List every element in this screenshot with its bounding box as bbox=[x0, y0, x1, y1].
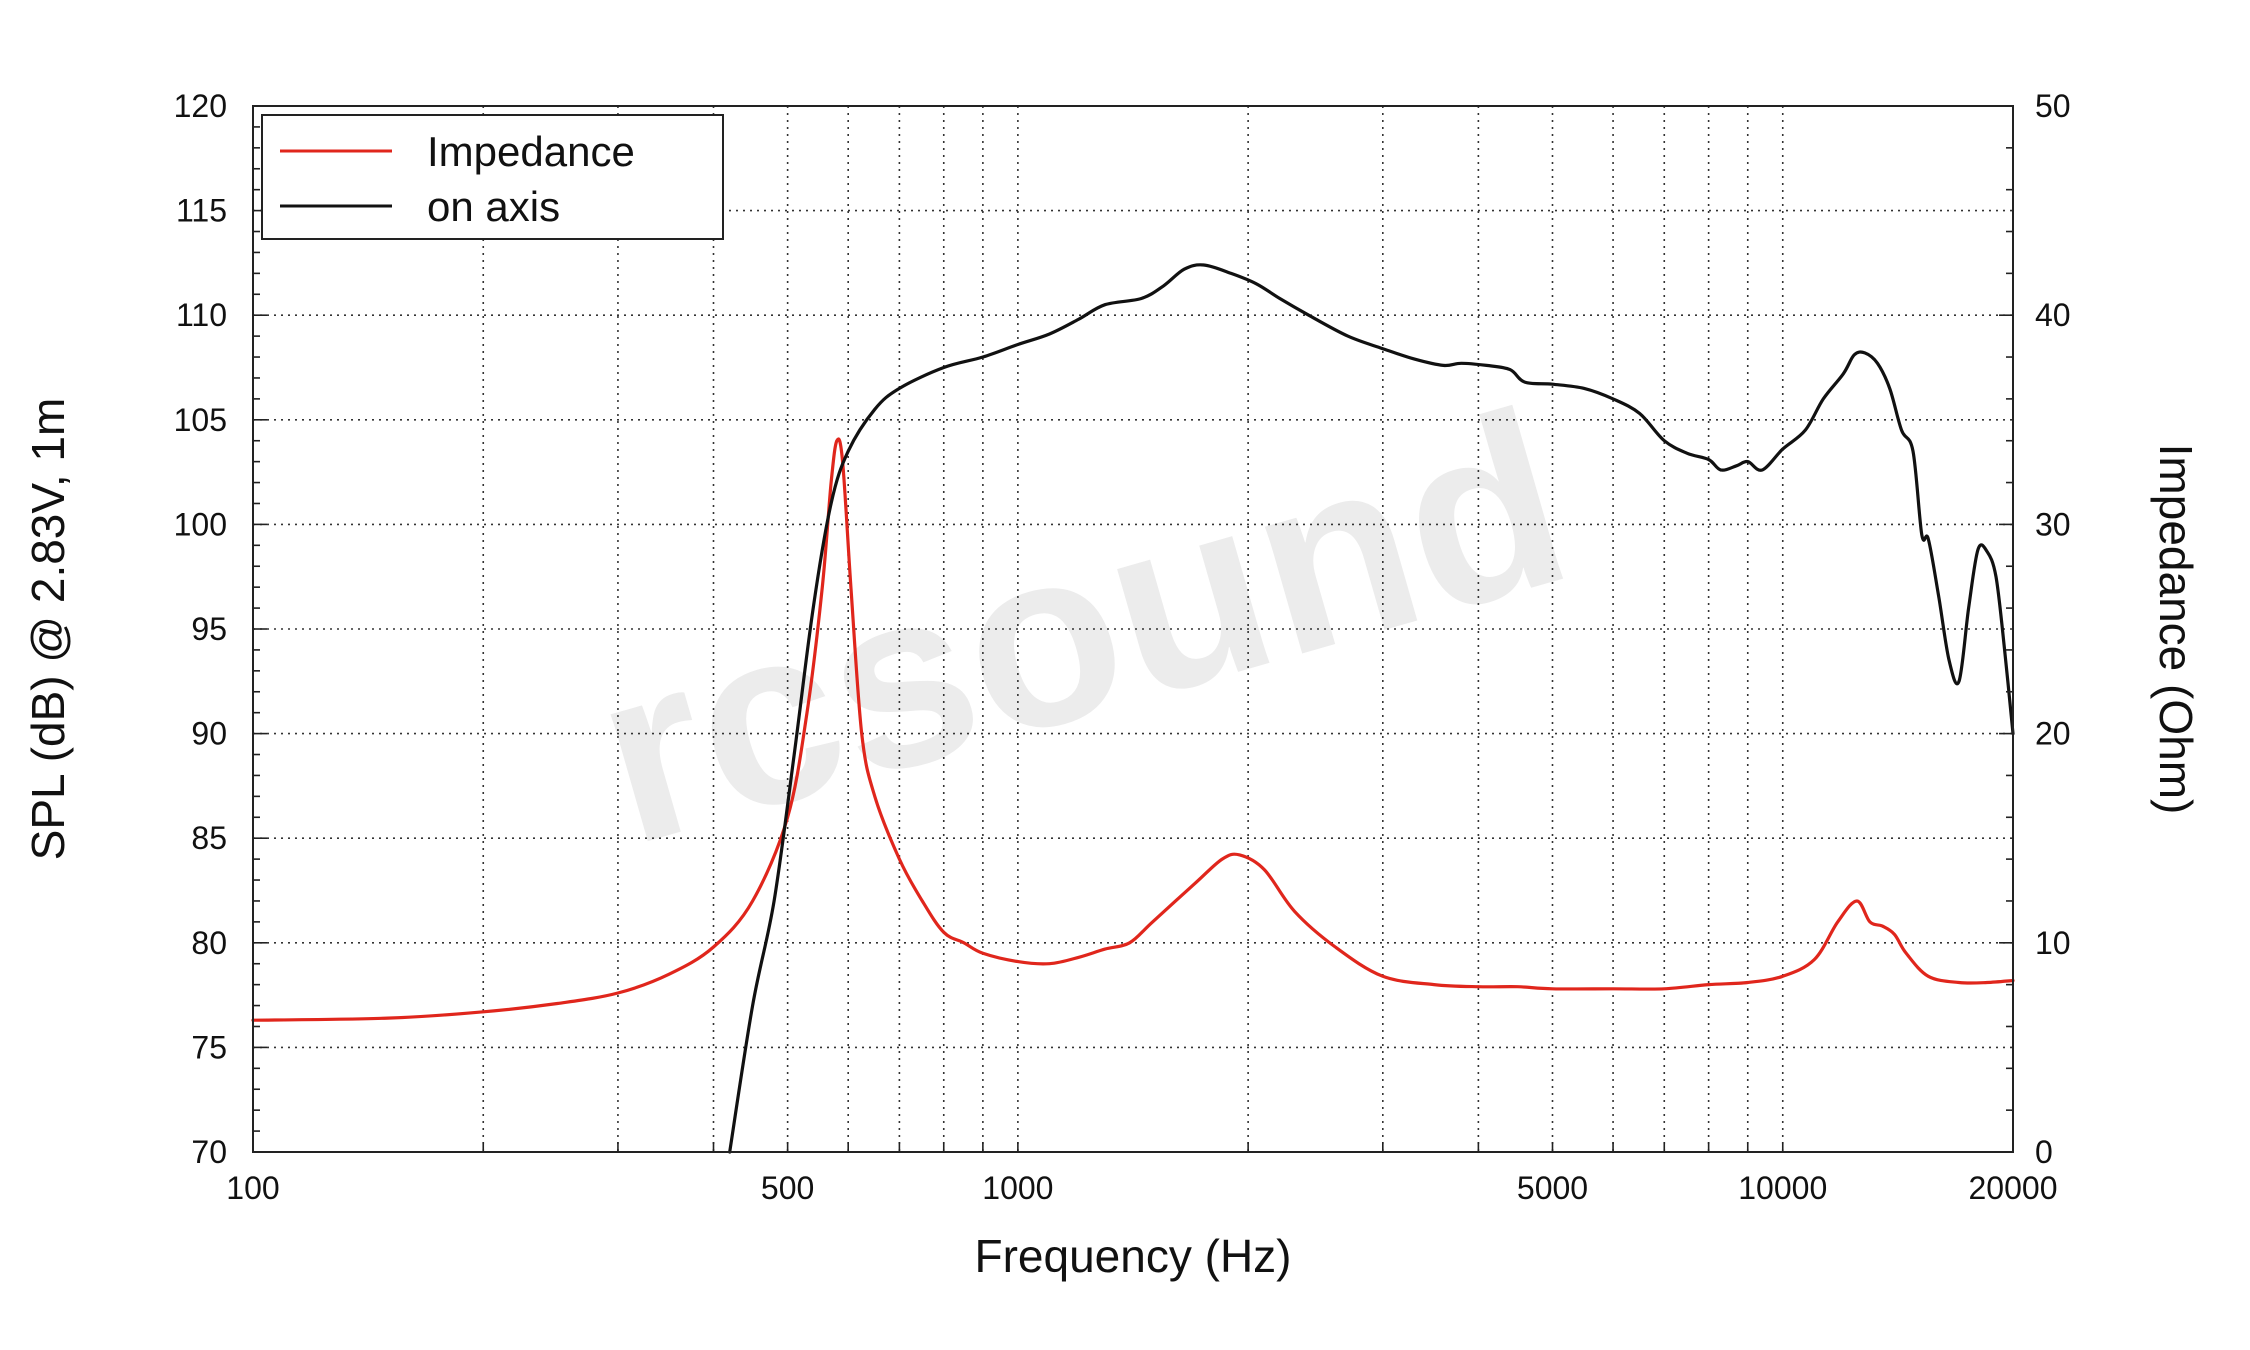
y-tick-label: 80 bbox=[191, 925, 227, 961]
y-tick-label: 85 bbox=[191, 820, 227, 856]
y-tick-label: 105 bbox=[174, 402, 227, 438]
legend-label-on-axis: on axis bbox=[427, 183, 560, 230]
x-tick-label: 10000 bbox=[1738, 1170, 1827, 1206]
y-tick-label: 95 bbox=[191, 611, 227, 647]
x-tick-label: 5000 bbox=[1517, 1170, 1588, 1206]
x-tick-label: 100 bbox=[226, 1170, 279, 1206]
ticks bbox=[252, 105, 2014, 1153]
watermark-text: rcsound bbox=[569, 357, 1594, 897]
x-tick-label: 20000 bbox=[1969, 1170, 2058, 1206]
y-tick-label: 110 bbox=[176, 297, 227, 333]
series-line-on-axis bbox=[728, 263, 2015, 1154]
series bbox=[251, 263, 2015, 1154]
watermark: rcsound bbox=[569, 357, 1594, 897]
y2-tick-label: 0 bbox=[2035, 1134, 2053, 1170]
y2-axis-title: Impedance (Ohm) bbox=[2150, 444, 2202, 815]
y-axis-title: SPL (dB) @ 2.83V, 1m bbox=[22, 398, 74, 861]
y2-tick-label: 30 bbox=[2035, 506, 2071, 542]
y-tick-label: 70 bbox=[191, 1134, 227, 1170]
y2-tick-label: 50 bbox=[2035, 88, 2071, 124]
x-tick-label: 1000 bbox=[982, 1170, 1053, 1206]
y2-tick-label: 40 bbox=[2035, 297, 2071, 333]
x-tick-label: 500 bbox=[761, 1170, 814, 1206]
y-tick-label: 120 bbox=[174, 88, 227, 124]
y2-tick-label: 10 bbox=[2035, 925, 2071, 961]
y2-tick-label: 20 bbox=[2035, 716, 2071, 752]
y-tick-label: 75 bbox=[191, 1029, 227, 1065]
legend-box bbox=[261, 114, 724, 240]
legend: Impedance on axis bbox=[261, 114, 724, 240]
tick-labels: 100 500 1000 5000 10000 200007075808590951001… bbox=[174, 88, 2071, 1206]
x-axis-title: Frequency (Hz) bbox=[975, 1230, 1292, 1282]
y-tick-label: 90 bbox=[191, 716, 227, 752]
series-line-impedance bbox=[251, 437, 2015, 1022]
y-tick-label: 100 bbox=[174, 506, 227, 542]
legend-label-impedance: Impedance bbox=[427, 128, 635, 175]
y-tick-label: 115 bbox=[176, 193, 227, 229]
